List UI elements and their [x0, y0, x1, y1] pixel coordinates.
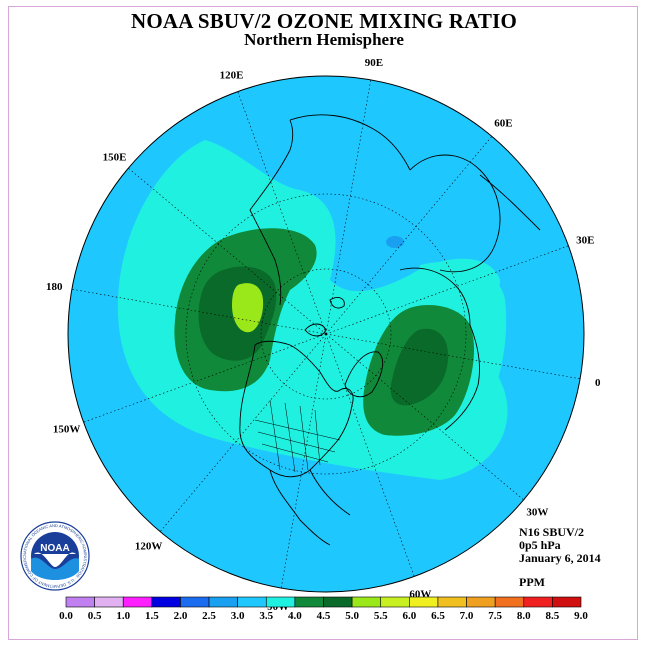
- longitude-label: 150W: [53, 423, 81, 435]
- longitude-label: 60E: [494, 118, 512, 130]
- meridian-line: [237, 91, 327, 335]
- colorbar-tick-label: 7.0: [460, 610, 474, 622]
- colorbar-tick-label: 6.5: [431, 610, 445, 622]
- date-label: January 6, 2014: [519, 551, 601, 565]
- contour-pacific-max: [232, 283, 264, 333]
- meridian-line: [83, 333, 327, 423]
- colorbar-tick-label: 1.5: [145, 610, 159, 622]
- colorbar-tick-label: 5.0: [345, 610, 359, 622]
- colorbar-tick-label: 3.5: [259, 610, 273, 622]
- colorbar-swatch: [122, 596, 153, 608]
- meridian-line: [71, 288, 327, 335]
- colorbar-swatch: [265, 596, 296, 608]
- graticule: [71, 79, 581, 589]
- longitude-label: 0: [595, 377, 601, 389]
- colorbar-swatch: [294, 596, 324, 608]
- meridian-line: [325, 333, 415, 577]
- colorbar-tick-label: 6.0: [402, 610, 416, 622]
- colorbar-swatch: [180, 596, 210, 608]
- longitude-labels: 90E60E30E030W60W90W120W150W180150E120E: [46, 57, 601, 613]
- colorbar-swatch: [65, 596, 95, 608]
- colorbar-swatch: [437, 596, 467, 608]
- longitude-label: 120E: [220, 70, 244, 82]
- contour-polar-low: [386, 236, 404, 248]
- colorbar-tick-label: 1.0: [116, 610, 130, 622]
- colorbar-tick-label: 2.0: [174, 610, 188, 622]
- satellite-label: N16 SBUV/2: [519, 525, 585, 539]
- longitude-label: 90E: [365, 57, 383, 69]
- political-borders: [254, 399, 341, 473]
- meridian-line: [159, 333, 327, 532]
- meridian-line: [280, 333, 327, 589]
- page-subtitle: Northern Hemisphere: [244, 30, 404, 49]
- level-label: 0p5 hPa: [519, 538, 561, 552]
- colorbar-swatch: [523, 596, 553, 608]
- colorbar-tick-label: 9.0: [574, 610, 588, 622]
- colorbar-tick-label: 4.5: [317, 610, 331, 622]
- colorbar-tick-label: 5.5: [374, 610, 388, 622]
- colorbar-swatch: [351, 596, 382, 608]
- colorbar-swatch: [94, 596, 124, 608]
- colorbar-tick-label: 2.5: [202, 610, 216, 622]
- logo-text: NOAA: [40, 543, 69, 554]
- colorbar-swatch: [552, 596, 582, 608]
- page-title: NOAA SBUV/2 OZONE MIXING RATIO: [131, 9, 517, 33]
- colorbar: 0.0 0.5 1.0 1.5 2.0 2.5 3.0 3.5 4.0 4.5 5.0 5.5 6.0 6…: [59, 596, 588, 622]
- meridian-line: [325, 333, 524, 501]
- meridian-line: [325, 79, 372, 335]
- meridian-line: [325, 136, 493, 335]
- colorbar-swatch: [151, 596, 181, 608]
- meridian-line: [325, 333, 581, 380]
- longitude-label: 150E: [103, 152, 127, 164]
- units-label: PPM: [519, 575, 545, 589]
- colorbar-tick-label: 3.0: [231, 610, 245, 622]
- colorbar-tick-label: 7.5: [488, 610, 502, 622]
- colorbar-tick-label: 4.0: [288, 610, 302, 622]
- map-border: [67, 75, 585, 593]
- meridian-line: [128, 167, 327, 335]
- colorbar-swatch: [466, 596, 496, 608]
- noaa-logo: NOAA NATIONAL OCEANIC AND ATMOSPHERIC AD…: [20, 521, 90, 591]
- colorbar-swatch: [380, 596, 410, 608]
- colorbar-swatch: [208, 596, 238, 608]
- colorbar-tick-label: 8.5: [546, 610, 560, 622]
- longitude-label: 120W: [135, 540, 163, 552]
- colorbar-swatch: [494, 596, 525, 608]
- colorbar-swatch: [409, 596, 439, 608]
- colorbar-tick-label: 0.0: [59, 610, 73, 622]
- colorbar-tick-label: 0.5: [88, 610, 102, 622]
- longitude-label: 30W: [526, 506, 548, 518]
- longitude-label: 180: [46, 281, 63, 293]
- longitude-label: 30E: [576, 235, 594, 247]
- colorbar-swatch: [237, 596, 267, 608]
- colorbar-swatch: [323, 596, 353, 608]
- meridian-line: [325, 245, 569, 335]
- image-frame: [8, 6, 638, 640]
- colorbar-tick-label: 8.0: [517, 610, 531, 622]
- coastlines: [239, 114, 541, 546]
